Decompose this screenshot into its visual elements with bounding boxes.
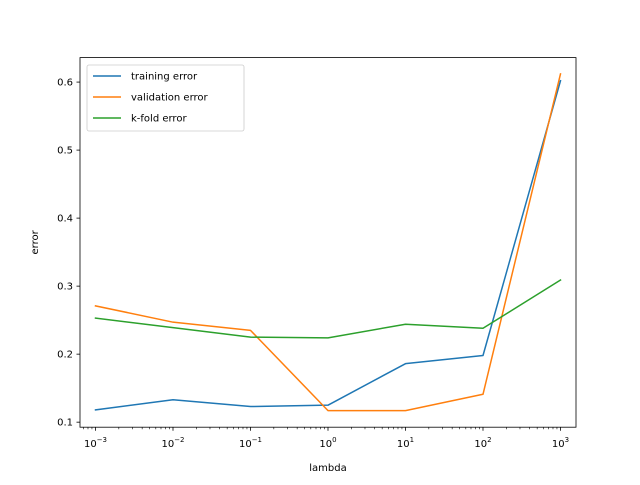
legend-box — [86, 64, 245, 132]
x-tick-label: 103 — [552, 436, 569, 450]
x-tick-label: 10−1 — [239, 436, 262, 450]
y-axis-ticks: 0.1 0.2 0.3 0.4 0.5 0.6 — [57, 78, 80, 429]
legend: training error validation error k-fold err… — [86, 64, 245, 132]
series-line-2 — [94, 278, 562, 339]
x-axis-ticks: 10−3 10−2 10−1 100 101 102 103 — [83, 427, 569, 450]
y-axis-label: error — [30, 229, 41, 254]
y-tick-label: 0.2 — [57, 350, 73, 361]
x-tick-label: 100 — [319, 436, 336, 450]
series-layer — [94, 73, 562, 412]
y-tick-label: 0.6 — [57, 78, 73, 89]
x-tick-label: 101 — [397, 436, 414, 450]
y-tick-label: 0.1 — [57, 418, 73, 429]
x-tick-label: 10−3 — [84, 436, 107, 450]
x-axis-label: lambda — [309, 463, 346, 474]
legend-label-1: validation error — [131, 93, 209, 104]
y-tick-label: 0.5 — [57, 146, 73, 157]
y-tick-label: 0.4 — [57, 214, 73, 225]
series-line-0 — [94, 79, 562, 411]
x-tick-label: 10−2 — [161, 436, 184, 450]
y-tick-label: 0.3 — [57, 282, 73, 293]
legend-label-0: training error — [131, 72, 198, 83]
legend-label-2: k-fold error — [131, 114, 187, 125]
x-tick-label: 102 — [474, 436, 491, 450]
series-line-1 — [94, 73, 562, 412]
